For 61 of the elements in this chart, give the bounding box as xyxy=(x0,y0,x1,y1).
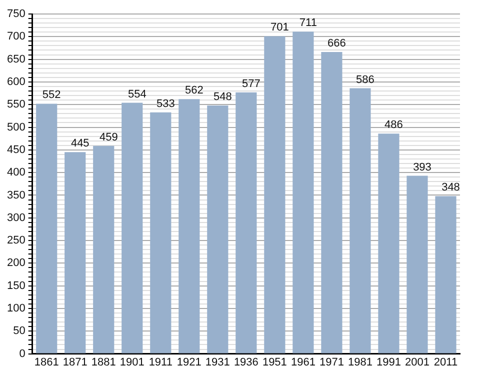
x-tick-label: 1881 xyxy=(91,356,116,368)
x-tick-label: 1931 xyxy=(205,356,230,368)
bar xyxy=(36,104,58,354)
data-label: 701 xyxy=(270,22,289,34)
y-tick-label: 300 xyxy=(6,212,26,224)
data-label: 666 xyxy=(328,38,346,50)
x-tick-label: 2001 xyxy=(404,356,430,368)
y-tick-label: 150 xyxy=(6,280,26,292)
bar xyxy=(178,99,200,354)
y-tick-label: 50 xyxy=(13,325,26,338)
x-tick-label: 1981 xyxy=(348,356,372,368)
data-label: 711 xyxy=(299,17,317,30)
bar xyxy=(264,36,286,354)
bar xyxy=(236,92,257,354)
data-label: 586 xyxy=(356,74,374,86)
bar xyxy=(321,52,342,354)
x-tick-label: 2011 xyxy=(434,356,458,368)
data-label: 562 xyxy=(184,84,204,97)
data-label: 348 xyxy=(442,182,460,194)
bar xyxy=(378,134,400,354)
y-tick-label: 450 xyxy=(6,144,26,156)
x-tick-label: 1861 xyxy=(34,356,59,368)
bar xyxy=(122,102,143,354)
y-tick-label: 200 xyxy=(6,257,26,270)
y-tick-label: 400 xyxy=(6,166,26,179)
x-tick-label: 1991 xyxy=(376,356,401,368)
bar xyxy=(150,112,172,354)
data-label: 554 xyxy=(128,88,146,100)
y-tick-label: 0 xyxy=(19,348,26,360)
data-label: 445 xyxy=(70,138,90,150)
x-tick-label: 1971 xyxy=(319,356,344,368)
y-tick-label: 350 xyxy=(6,189,26,202)
x-tick-label: 1871 xyxy=(62,356,88,368)
bar xyxy=(64,152,86,354)
bar xyxy=(406,176,428,354)
y-tick-label: 250 xyxy=(6,234,26,247)
data-label: 459 xyxy=(99,131,118,144)
y-tick-label: 500 xyxy=(6,121,26,134)
data-label: 533 xyxy=(156,98,175,110)
x-tick-label: 1921 xyxy=(176,356,202,368)
data-label: 552 xyxy=(42,89,61,102)
x-tick-label: 1961 xyxy=(290,356,316,368)
bar xyxy=(435,196,456,354)
data-label: 577 xyxy=(242,78,260,90)
bar xyxy=(350,88,371,354)
y-tick-label: 650 xyxy=(6,53,26,66)
y-tick-label: 750 xyxy=(6,8,26,20)
y-tick-label: 100 xyxy=(6,302,26,315)
bar xyxy=(93,146,114,354)
x-tick-label: 1936 xyxy=(234,356,258,368)
y-tick-label: 600 xyxy=(6,76,26,88)
data-label: 393 xyxy=(413,161,432,174)
bar xyxy=(292,32,314,354)
y-tick-label: 550 xyxy=(6,98,26,111)
x-tick-label: 1911 xyxy=(148,356,172,368)
x-tick-label: 1951 xyxy=(262,356,287,368)
bar xyxy=(207,106,228,354)
y-tick-label: 700 xyxy=(6,30,26,43)
data-label: 548 xyxy=(213,91,232,104)
x-tick-label: 1901 xyxy=(120,356,144,368)
data-label: 486 xyxy=(384,119,403,132)
